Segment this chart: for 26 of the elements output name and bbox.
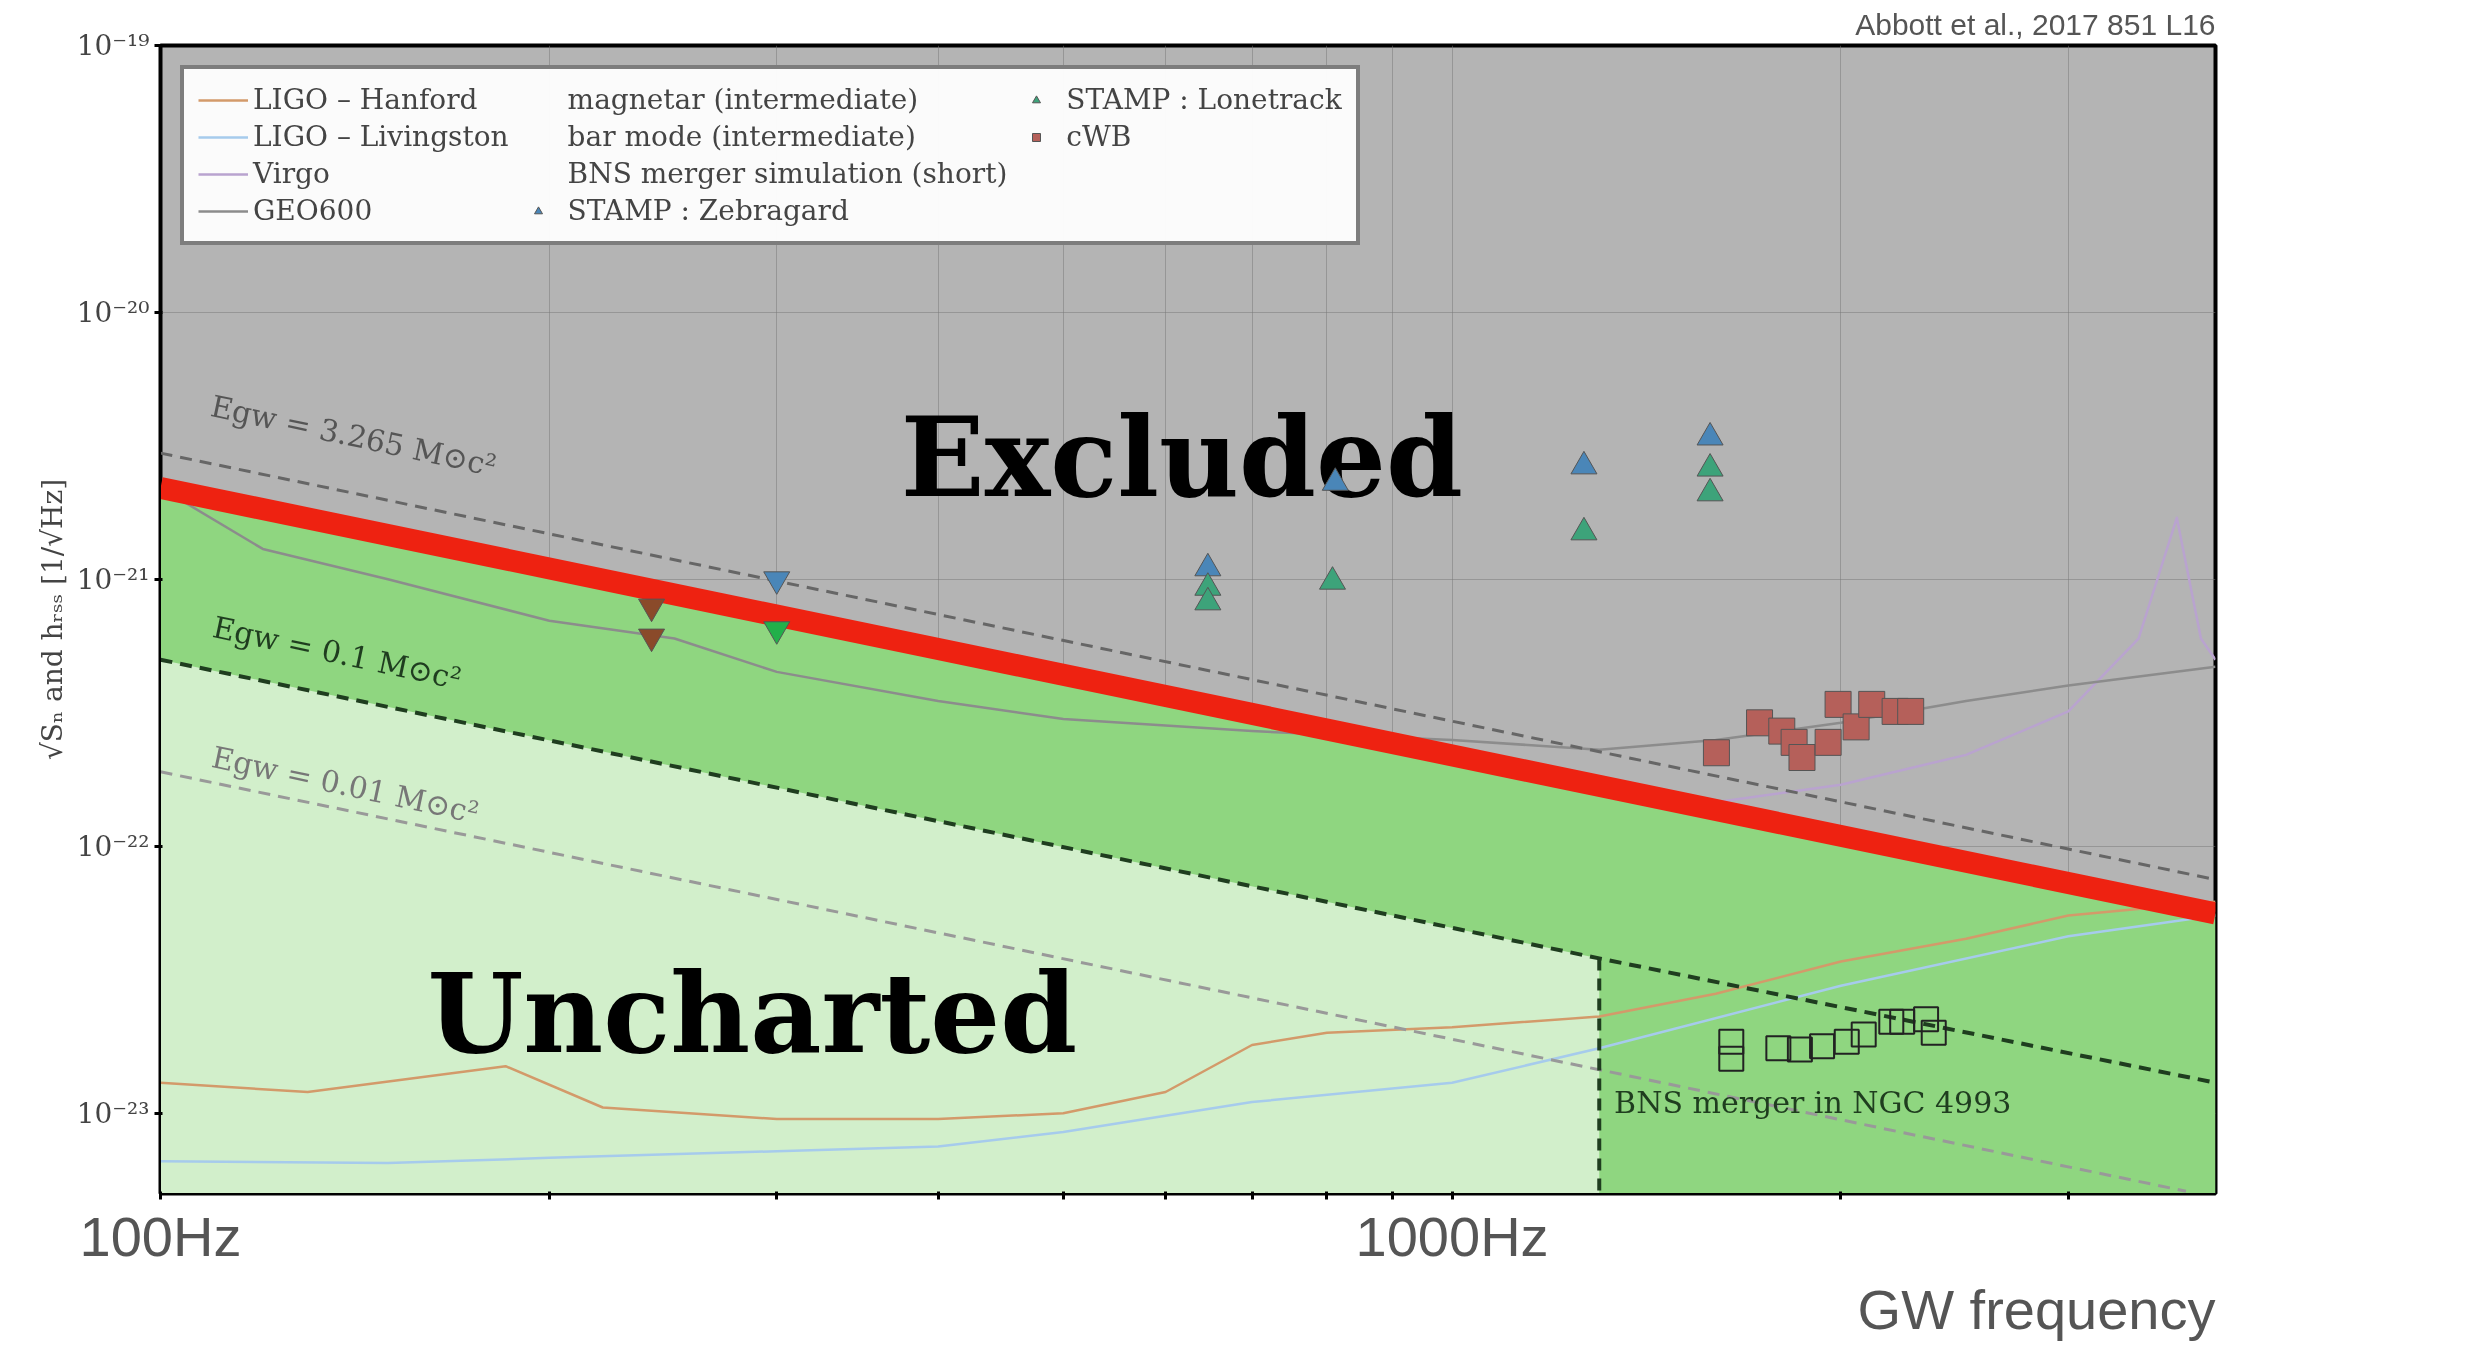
text: Abbott et al., 2017 851 L16 [1855,7,2216,41]
annotation: bar mode (intermediate) [567,120,916,153]
annotation: BNS merger simulation (short) [567,157,1008,190]
y-tick-label: 10⁻²³ [76,1096,150,1130]
x-tick-label: 100Hz [79,1204,242,1268]
legend-label: LIGO – Hanford [253,83,478,116]
x-tick-label: 1000Hz [1355,1204,1549,1268]
annotation: Excluded [900,393,1463,523]
annotation: BNS merger in NGC 4993 [1614,1085,2012,1121]
y-tick-label: 10⁻²¹ [76,562,150,596]
annotation: Egw = 3.265 M⊙c² [207,388,500,484]
annotation: magnetar (intermediate) [567,83,919,116]
y-tick-label: 10⁻¹⁹ [76,29,150,62]
legend-label: STAMP : Zebragard [567,194,849,227]
annotation: Uncharted [427,948,1078,1078]
legend-label: LIGO – Livingston [253,120,509,153]
y-tick-label: 10⁻²⁰ [76,295,150,329]
annotation: Egw = 0.1 M⊙c² [209,609,465,697]
annotation: Egw = 0.01 M⊙c² [208,739,483,831]
legend-label: Virgo [253,157,330,190]
x-axis-title: GW frequency [1857,1277,2216,1341]
y-tick-label: 10⁻²² [76,829,150,863]
legend-label: STAMP : Lonetrack [1066,83,1342,116]
legend-label: GEO600 [253,194,373,227]
legend-label: cWB [1066,120,1132,153]
y-axis-title: √Sₙ and hᵣₛₛ [1/√Hz] [35,478,69,761]
